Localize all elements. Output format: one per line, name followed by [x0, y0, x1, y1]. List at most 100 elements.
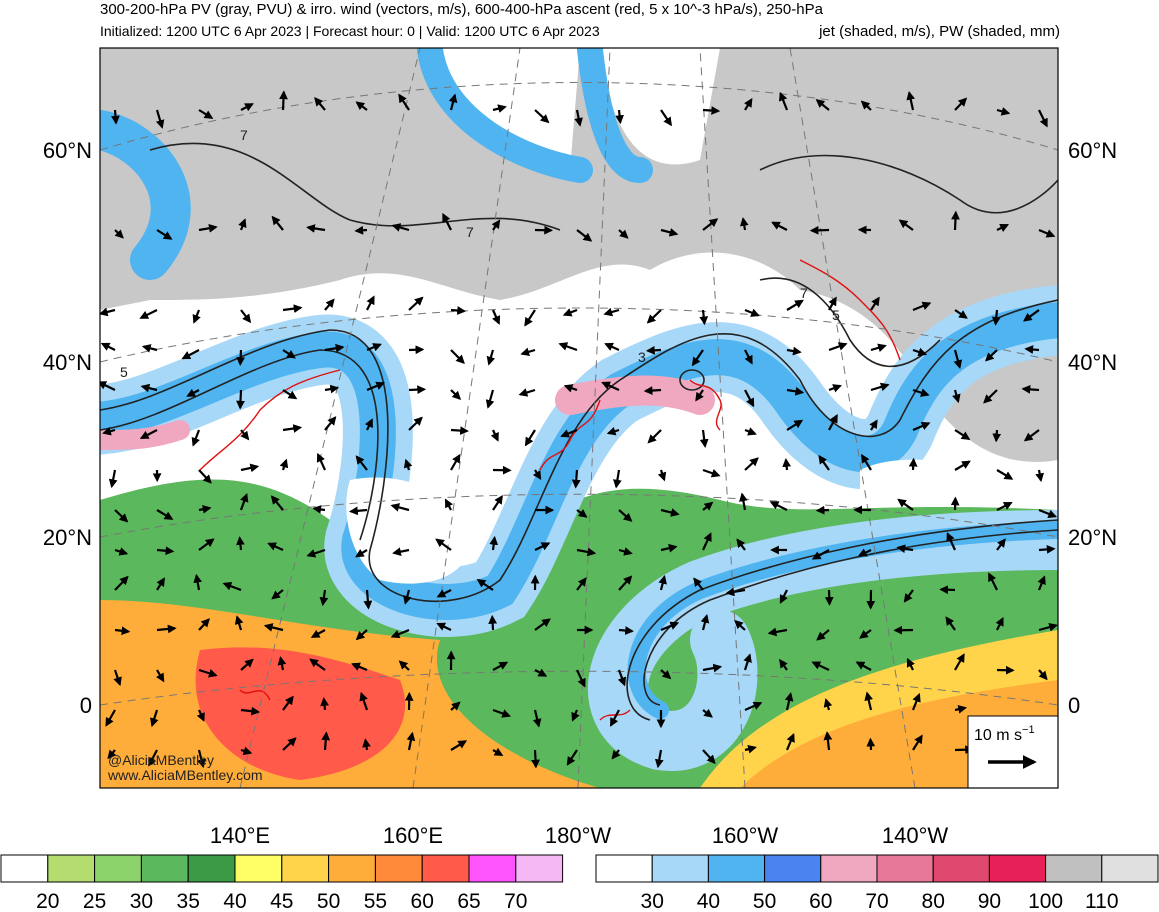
wind-vector [912, 347, 928, 357]
wind-vector [996, 469, 1014, 480]
wind-vector [406, 731, 416, 751]
colorbar-box [140, 854, 189, 883]
wind-vector [995, 616, 1004, 631]
colorbar-label: 70 [865, 890, 888, 912]
wind-vector [992, 429, 1002, 443]
wind-vector [903, 589, 914, 603]
ref-exponent: −1 [1022, 724, 1035, 736]
lon-label: 160°E [383, 823, 443, 848]
title-line2-right: jet (shaded, m/s), PW (shaded, mm) [818, 23, 1060, 40]
wind-vector [282, 304, 303, 314]
wind-vector [954, 97, 968, 111]
wind-vector [870, 382, 890, 392]
wind-vector [744, 389, 755, 408]
wind-vector [282, 424, 303, 433]
wind-vector [869, 419, 878, 431]
wind-vector [156, 669, 165, 683]
wind-vector [282, 695, 294, 711]
colorbar-label: 45 [270, 890, 293, 912]
wind-vector [492, 104, 507, 113]
wind-vector [945, 616, 956, 631]
lat-label-right: 0 [1068, 693, 1080, 718]
wind-vector [366, 295, 375, 311]
wind-vector [489, 535, 499, 551]
lat-label: 60°N [43, 138, 92, 163]
wind-vector [240, 706, 261, 716]
wind-vector [897, 498, 914, 511]
colorbar-label: 60 [411, 890, 434, 912]
wind-vector [739, 492, 748, 511]
wind-vector [660, 669, 672, 680]
wind-vector [560, 428, 578, 438]
wind-vector [198, 668, 218, 678]
wind-vector [702, 218, 719, 231]
wind-vector [660, 109, 672, 127]
wind-vector [240, 658, 254, 671]
colorbar-box [707, 854, 766, 883]
wind-vector [744, 427, 757, 436]
wind-vector [486, 349, 496, 366]
wind-vector [198, 223, 218, 233]
wind-vector [702, 501, 714, 511]
wind-vector [282, 737, 297, 751]
contour-label: 7 [466, 224, 474, 240]
colorbar-box [94, 854, 142, 883]
wind-vector [236, 536, 245, 551]
wind-vector [236, 389, 245, 410]
wind-vector [156, 546, 175, 556]
wind-vector [105, 709, 116, 727]
colorbar-label: 90 [978, 890, 1001, 912]
wind-vector [186, 388, 200, 397]
wind-vector [736, 538, 746, 551]
wind-vector [524, 429, 536, 447]
wind-vector [114, 575, 129, 591]
wind-vector [660, 621, 680, 632]
wind-vector [562, 308, 578, 317]
wind-vector [532, 469, 542, 481]
wind-vector [355, 629, 368, 641]
wind-vector [954, 429, 971, 441]
wind-vector [1038, 109, 1048, 128]
wind-vector [238, 218, 247, 231]
wind-vector [139, 429, 158, 440]
wind-vector [824, 589, 834, 606]
wind-vector [450, 701, 461, 711]
wind-vector [606, 426, 620, 436]
wind-vector [156, 624, 177, 634]
wind-vector [870, 296, 880, 311]
wind-vector [744, 457, 759, 471]
wind-vector [695, 389, 704, 402]
wind-vector [828, 413, 838, 431]
wind-vector [450, 740, 468, 751]
ref-label: 10 m s−1 [974, 724, 1035, 744]
wind-vector [658, 574, 667, 591]
wind-vector [818, 454, 830, 471]
wind-vector [491, 219, 501, 231]
title-line2: Initialized: 1200 UTC 6 Apr 2023 | Forec… [100, 23, 600, 39]
wind-vector [316, 452, 327, 471]
wind-vector [324, 343, 345, 353]
wind-vector [618, 229, 629, 239]
wind-vector [702, 663, 723, 673]
contour-label: 7 [800, 285, 808, 301]
wind-vector [654, 749, 664, 769]
wind-vector [524, 309, 536, 327]
wind-vector [390, 503, 410, 512]
wind-vector [700, 613, 710, 631]
wind-vector [114, 626, 131, 636]
wind-vector [744, 308, 760, 317]
wind-vector [785, 733, 795, 751]
axis-labels: 60°N 60°N 40°N 40°N 20°N 20°N 0 0 140°E 160°E 180°… [43, 138, 1117, 848]
wind-vector [767, 627, 788, 637]
wind-vector [744, 349, 753, 365]
wind-vector [363, 589, 373, 610]
wind-vector [492, 708, 512, 718]
wind-vector [911, 692, 921, 711]
wind-vector [828, 296, 837, 311]
wind-vector [403, 458, 413, 471]
ref-text: 10 m s [974, 727, 1022, 744]
wind-vector [859, 629, 872, 639]
title-line1: 300-200-hPa PV (gray, PVU) & irro. wind … [100, 1, 824, 18]
wind-vector [1038, 228, 1056, 238]
wind-vector [362, 738, 371, 751]
